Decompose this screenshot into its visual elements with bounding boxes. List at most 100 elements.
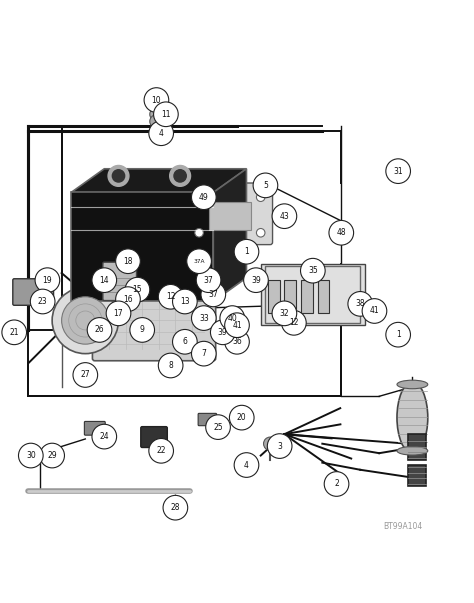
Bar <box>408 465 426 487</box>
FancyBboxPatch shape <box>198 414 217 426</box>
Circle shape <box>210 320 235 345</box>
Text: 30: 30 <box>26 451 36 460</box>
Circle shape <box>149 121 173 145</box>
Text: 41: 41 <box>370 306 379 315</box>
Text: 18: 18 <box>123 257 133 266</box>
Circle shape <box>112 169 125 182</box>
Text: 15: 15 <box>133 285 142 294</box>
Circle shape <box>256 229 265 237</box>
Text: 12: 12 <box>289 318 299 327</box>
Circle shape <box>386 159 410 183</box>
Circle shape <box>196 268 221 292</box>
Circle shape <box>225 329 249 354</box>
FancyBboxPatch shape <box>21 449 40 462</box>
Text: 13: 13 <box>180 297 190 306</box>
Circle shape <box>191 341 216 366</box>
Circle shape <box>187 249 211 274</box>
Circle shape <box>220 306 245 330</box>
Text: 1: 1 <box>396 330 401 339</box>
Circle shape <box>267 434 292 458</box>
Circle shape <box>35 268 60 292</box>
Circle shape <box>125 277 150 302</box>
Circle shape <box>272 204 297 229</box>
Circle shape <box>195 193 203 201</box>
Text: 37: 37 <box>209 290 218 299</box>
Text: 28: 28 <box>171 503 180 512</box>
FancyBboxPatch shape <box>13 279 54 305</box>
FancyBboxPatch shape <box>103 262 137 300</box>
Ellipse shape <box>397 380 428 389</box>
Circle shape <box>362 298 387 323</box>
Text: 1: 1 <box>244 247 249 256</box>
Text: 24: 24 <box>100 432 109 441</box>
Circle shape <box>329 221 354 245</box>
FancyBboxPatch shape <box>84 421 105 435</box>
Circle shape <box>201 282 226 307</box>
Text: 7: 7 <box>201 349 206 358</box>
Text: 4: 4 <box>244 461 249 470</box>
Circle shape <box>234 239 259 264</box>
Text: 14: 14 <box>100 276 109 285</box>
Text: 11: 11 <box>161 110 171 119</box>
Text: 9: 9 <box>140 326 145 335</box>
Circle shape <box>154 102 178 127</box>
Circle shape <box>386 323 410 347</box>
Text: 38: 38 <box>356 299 365 308</box>
Ellipse shape <box>397 382 428 453</box>
Circle shape <box>234 453 259 478</box>
Text: 20: 20 <box>237 413 246 422</box>
Bar <box>408 434 426 460</box>
Circle shape <box>40 443 64 468</box>
Circle shape <box>206 415 230 440</box>
Polygon shape <box>213 169 246 302</box>
Bar <box>301 280 313 314</box>
Text: 26: 26 <box>95 326 104 335</box>
Circle shape <box>92 268 117 292</box>
Text: 6: 6 <box>182 337 187 346</box>
Text: 37A: 37A <box>193 259 205 264</box>
Circle shape <box>18 443 43 468</box>
Text: 17: 17 <box>114 309 123 318</box>
Circle shape <box>150 115 163 128</box>
Bar <box>265 266 360 323</box>
Circle shape <box>191 306 216 330</box>
Circle shape <box>87 318 112 343</box>
Text: 3: 3 <box>277 441 282 450</box>
Text: 35: 35 <box>308 266 318 275</box>
Circle shape <box>301 258 325 283</box>
Text: 40: 40 <box>228 314 237 323</box>
Text: 32: 32 <box>280 309 289 318</box>
Bar <box>284 280 296 314</box>
Text: 12: 12 <box>166 292 175 302</box>
Circle shape <box>324 472 349 496</box>
Text: 19: 19 <box>43 276 52 285</box>
FancyBboxPatch shape <box>187 183 273 245</box>
Circle shape <box>244 268 268 292</box>
Text: 43: 43 <box>280 212 289 221</box>
Circle shape <box>116 287 140 312</box>
Circle shape <box>92 425 117 449</box>
Circle shape <box>150 107 163 121</box>
Circle shape <box>348 291 373 316</box>
Text: 5: 5 <box>263 181 268 190</box>
Circle shape <box>229 405 254 430</box>
Text: BT99A104: BT99A104 <box>383 522 422 531</box>
Text: 31: 31 <box>393 166 403 175</box>
FancyBboxPatch shape <box>43 449 62 462</box>
Polygon shape <box>71 169 246 192</box>
Circle shape <box>108 165 129 186</box>
Text: 41: 41 <box>232 321 242 330</box>
Text: 33: 33 <box>199 314 209 323</box>
Circle shape <box>256 193 265 201</box>
Text: 37: 37 <box>204 276 213 285</box>
Ellipse shape <box>397 447 428 455</box>
Circle shape <box>130 318 155 343</box>
Circle shape <box>272 301 297 326</box>
Text: 16: 16 <box>123 295 133 304</box>
Bar <box>261 264 365 325</box>
FancyBboxPatch shape <box>92 261 216 361</box>
Circle shape <box>73 362 98 387</box>
Bar <box>318 280 329 314</box>
Circle shape <box>191 185 216 210</box>
Text: 25: 25 <box>213 423 223 432</box>
